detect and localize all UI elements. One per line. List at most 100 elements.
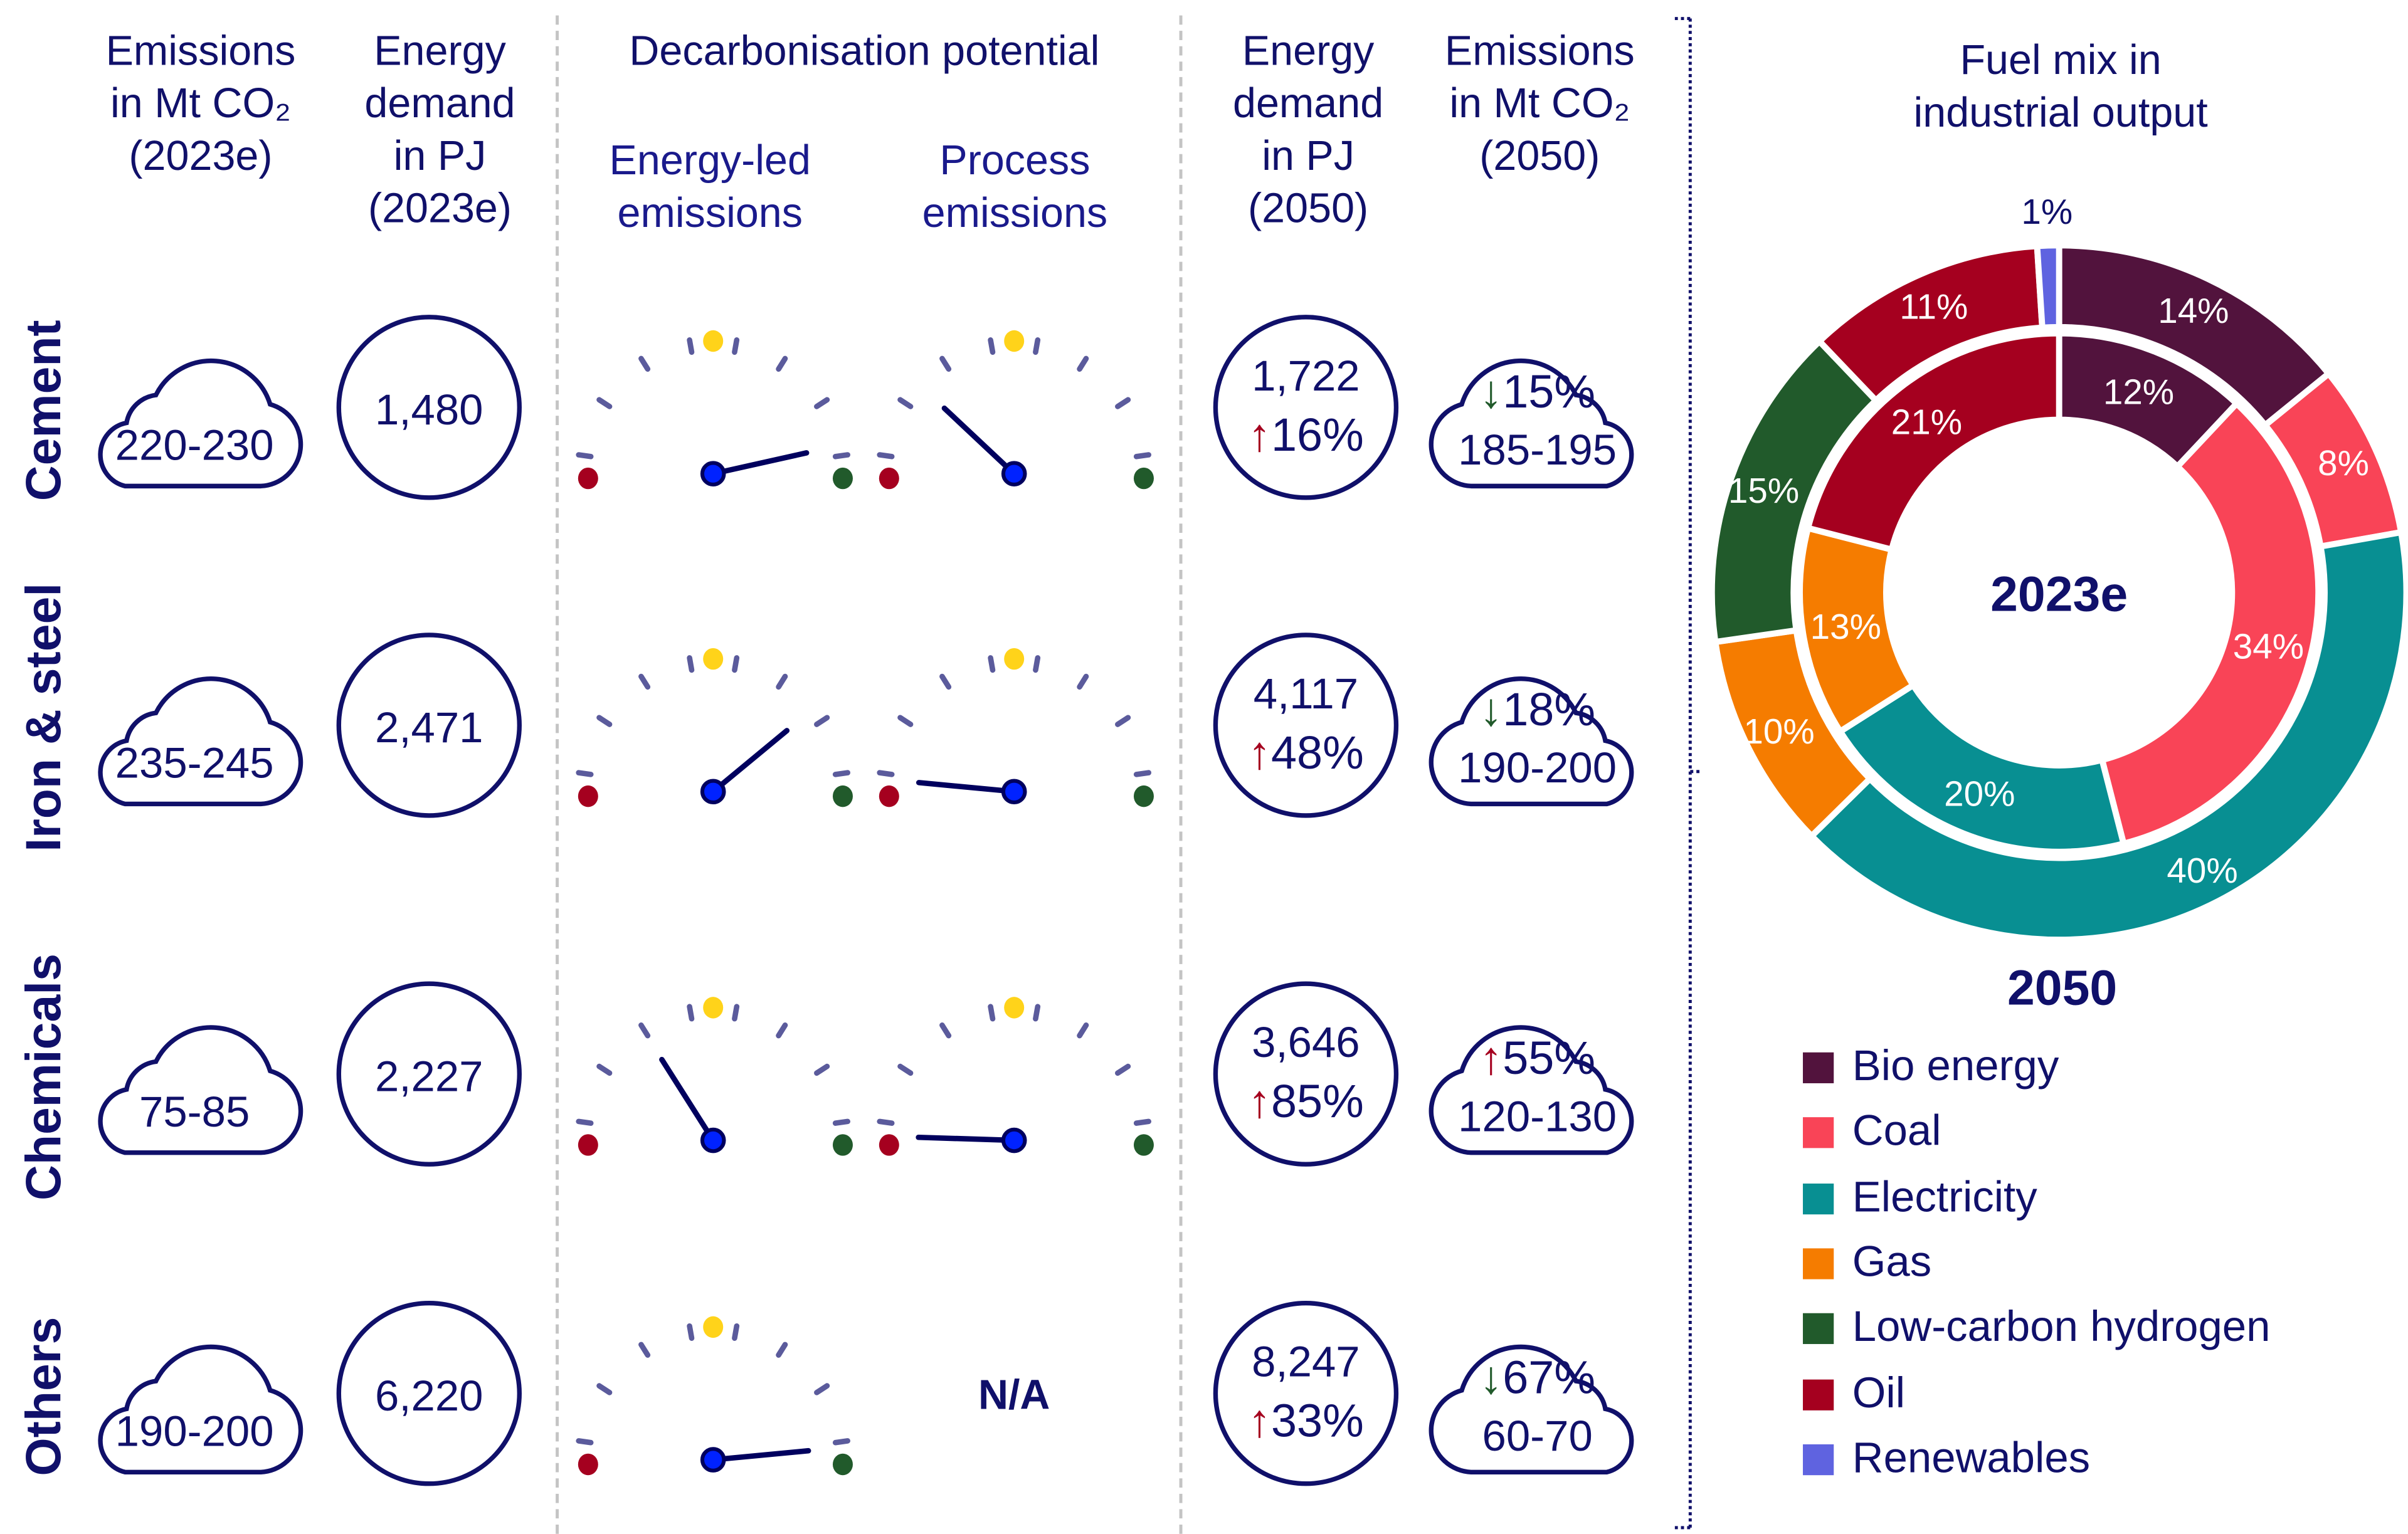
energy-2050-value: 3,646 bbox=[1252, 1018, 1360, 1066]
slice-label: 10% bbox=[1743, 712, 1814, 751]
slice-inner-oil bbox=[1804, 330, 2062, 554]
gauge-tick bbox=[776, 355, 788, 372]
energy-2050-change: ↑16% bbox=[1213, 411, 1398, 463]
gauge-tick bbox=[687, 337, 695, 355]
gauge-tick bbox=[988, 655, 996, 673]
gauge-tick bbox=[596, 1063, 613, 1076]
slice-label: 21% bbox=[1891, 402, 1962, 442]
cloud-icon bbox=[98, 359, 304, 489]
energy-2023-value: 2,471 bbox=[375, 703, 483, 752]
gauge-tick bbox=[897, 397, 914, 409]
header-energy-2023: Energy demand in PJ (2023e) bbox=[364, 28, 515, 232]
slice-label: 13% bbox=[1810, 607, 1881, 646]
process-gauge bbox=[877, 648, 1154, 807]
energy-2050-value: 8,247 bbox=[1252, 1338, 1360, 1386]
process-na: N/A bbox=[978, 1372, 1050, 1419]
gauge-tick bbox=[1133, 770, 1152, 777]
header-energy-led: Energy-led emissions bbox=[609, 137, 811, 236]
emissions-change-text: 15% bbox=[1502, 367, 1595, 419]
energy-2050-change: ↑48% bbox=[1213, 728, 1398, 781]
gauge-tick bbox=[1033, 655, 1041, 673]
energy-led-gauge bbox=[576, 648, 853, 807]
gauge-low-dot bbox=[879, 1134, 899, 1156]
energy-change-text: 85% bbox=[1270, 1077, 1364, 1128]
process-gauge bbox=[877, 330, 1154, 490]
gauge-mid-dot bbox=[703, 997, 724, 1019]
emissions-2050-value: 60-70 bbox=[1482, 1412, 1593, 1460]
slice-label: 12% bbox=[2103, 372, 2174, 411]
energy-2023-value: 2,227 bbox=[375, 1052, 483, 1101]
energy-2023-value: 6,220 bbox=[375, 1372, 483, 1420]
gauge-tick bbox=[732, 337, 740, 355]
gauge-tick bbox=[1077, 673, 1089, 690]
legend-label: Renewables bbox=[1852, 1433, 2091, 1481]
energy-change-text: 16% bbox=[1270, 410, 1364, 461]
gauge-needle bbox=[916, 780, 1017, 795]
legend-swatch bbox=[1803, 1117, 1834, 1149]
gauge-tick bbox=[877, 770, 895, 777]
legend-item: Renewables bbox=[1803, 1433, 2091, 1481]
legend-item: Oil bbox=[1803, 1368, 1906, 1416]
gauge-tick bbox=[687, 1323, 695, 1341]
gauge-tick bbox=[988, 337, 996, 355]
cloud-icon bbox=[1428, 676, 1634, 807]
row-label-sector: Iron & steel bbox=[15, 582, 71, 852]
bracket bbox=[1674, 17, 1703, 1530]
legend-label: Oil bbox=[1852, 1368, 1906, 1416]
gauge-tick bbox=[814, 1383, 830, 1395]
gauge-tick bbox=[814, 397, 830, 409]
slice-inner-coal bbox=[2098, 399, 2322, 848]
header-emissions-2050: Emissions in Mt CO₂ (2050) bbox=[1444, 28, 1635, 179]
legend-swatch bbox=[1803, 1379, 1834, 1410]
slice-label: 15% bbox=[1728, 471, 1799, 510]
gauge-mid-dot bbox=[703, 1316, 724, 1338]
energy-2050-circle bbox=[1213, 1301, 1399, 1486]
emissions-change-text: 67% bbox=[1502, 1353, 1595, 1404]
gauge-tick bbox=[832, 1118, 851, 1126]
energy-2050-change: ↑33% bbox=[1213, 1397, 1398, 1449]
arrow-up-icon: ↑ bbox=[1248, 410, 1271, 461]
inner-ring-label: 2023e bbox=[1990, 567, 2128, 622]
gauge-needle bbox=[941, 405, 1017, 476]
gauge-tick bbox=[638, 355, 651, 372]
header-process: Process emissions bbox=[922, 137, 1108, 236]
gauge-hub bbox=[700, 461, 726, 486]
gauge-low-dot bbox=[578, 1453, 598, 1476]
emissions-change-text: 18% bbox=[1502, 685, 1595, 737]
gauge-hub bbox=[1001, 779, 1027, 805]
gauge-tick bbox=[1033, 337, 1041, 355]
legend-swatch bbox=[1803, 1444, 1834, 1475]
gauge-low-dot bbox=[578, 467, 598, 490]
gauge-tick bbox=[732, 655, 740, 673]
energy-led-gauge bbox=[576, 997, 853, 1156]
gauge-tick bbox=[814, 1063, 830, 1076]
cloud-icon bbox=[98, 676, 304, 807]
slice-label: 11% bbox=[1899, 286, 1968, 326]
gauge-tick bbox=[1115, 715, 1131, 727]
legend-swatch bbox=[1803, 1182, 1834, 1214]
energy-2050-value: 4,117 bbox=[1253, 670, 1359, 718]
header-decarbonisation: Decarbonisation potential bbox=[629, 28, 1100, 75]
legend-label: Low-carbon hydrogen bbox=[1852, 1302, 2271, 1351]
energy-2023-value: 1,480 bbox=[375, 386, 483, 434]
donut-chart: 12% 34% 20% 13% 21% 14% 8% 40% 10% 15% 11% 1% 2023e bbox=[1708, 192, 2408, 943]
gauge-mid-dot bbox=[703, 330, 724, 352]
divider bbox=[556, 15, 559, 1534]
cloud-icon bbox=[98, 1025, 304, 1155]
legend-label: Coal bbox=[1852, 1106, 1941, 1155]
gauge-high-dot bbox=[1133, 467, 1154, 490]
legend-swatch bbox=[1803, 1052, 1834, 1083]
gauge-high-dot bbox=[832, 1453, 853, 1476]
gauge-high-dot bbox=[832, 785, 853, 807]
emissions-2023-value: 220-230 bbox=[115, 421, 274, 470]
arrow-up-icon: ↑ bbox=[1248, 1077, 1271, 1128]
gauge-tick bbox=[988, 1004, 996, 1022]
gauge-needle bbox=[659, 1056, 716, 1143]
legend-label: Electricity bbox=[1852, 1172, 2037, 1221]
row-label-sector: Chemicals bbox=[15, 953, 71, 1201]
gauge-needle bbox=[710, 450, 810, 476]
legend-label: Bio energy bbox=[1852, 1041, 2059, 1090]
gauge-hub bbox=[1001, 461, 1027, 486]
gauge-low-dot bbox=[578, 785, 598, 807]
arrow-down-icon: ↓ bbox=[1479, 1353, 1503, 1404]
